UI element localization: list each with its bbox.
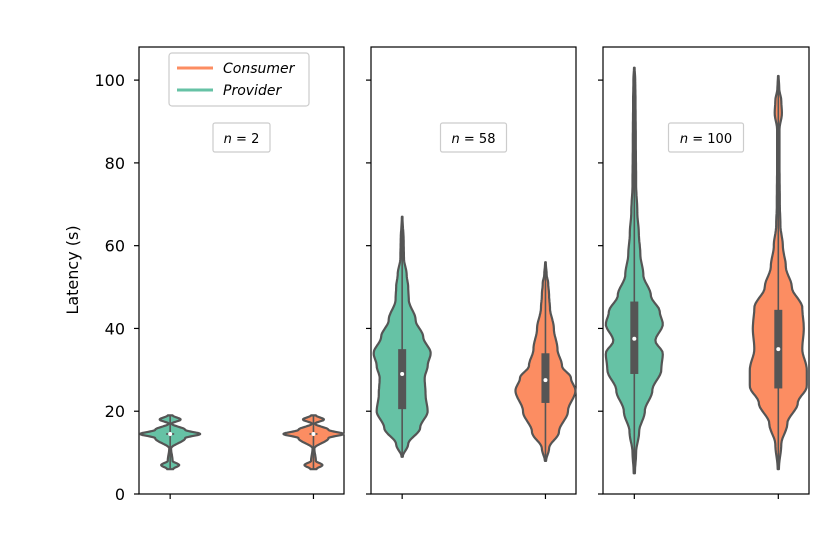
y-axis-label: Latency (s) bbox=[63, 225, 82, 314]
sample-size-annotation: n = 2 bbox=[224, 132, 260, 147]
panel-frame bbox=[138, 46, 345, 495]
y-tick-label: 80 bbox=[105, 154, 125, 173]
legend: Consumer Provider bbox=[168, 52, 310, 107]
panel-1: n = 2 bbox=[134, 46, 345, 499]
panel-3: n = 100 bbox=[598, 46, 810, 499]
y-tick-label: 0 bbox=[115, 485, 125, 504]
y-tick-label: 60 bbox=[105, 237, 125, 256]
median-dot bbox=[168, 431, 173, 436]
median-dot bbox=[543, 378, 548, 383]
sample-size-annotation: n = 58 bbox=[452, 132, 496, 147]
iqr-box bbox=[541, 353, 550, 403]
y-tick-label: 100 bbox=[94, 71, 125, 90]
median-dot bbox=[776, 347, 781, 352]
panel-frame bbox=[370, 46, 577, 495]
sample-size-annotation: n = 100 bbox=[680, 132, 732, 147]
panel-2: n = 58 bbox=[366, 46, 577, 499]
legend-label-consumer: Consumer bbox=[223, 61, 296, 77]
median-dot bbox=[311, 431, 316, 436]
legend-frame bbox=[168, 52, 310, 107]
sample-size-box bbox=[212, 122, 271, 153]
sample-size-box bbox=[667, 122, 745, 153]
panel-frame bbox=[602, 46, 810, 495]
median-dot bbox=[400, 371, 405, 376]
iqr-box bbox=[398, 349, 407, 410]
y-tick-label: 40 bbox=[105, 319, 125, 338]
y-tick-label: 20 bbox=[105, 402, 125, 421]
sample-size-box bbox=[439, 122, 508, 153]
median-dot bbox=[632, 336, 637, 341]
legend-label-provider: Provider bbox=[223, 83, 282, 99]
